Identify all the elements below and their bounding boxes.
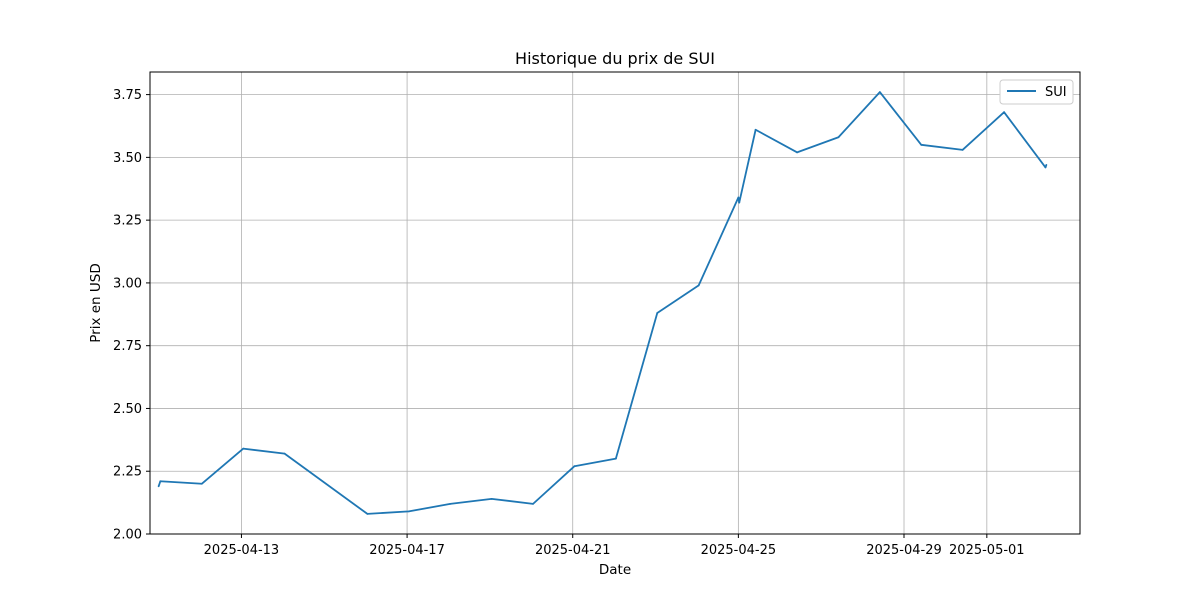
- data-point: [1003, 111, 1005, 114]
- legend-label-sui: SUI: [1045, 85, 1067, 100]
- y-tick-label: 2.75: [113, 339, 142, 354]
- data-point: [366, 513, 369, 515]
- data-point: [159, 480, 162, 483]
- y-tick-label: 3.75: [113, 88, 142, 103]
- y-axis-label: Prix en USD: [88, 263, 104, 342]
- y-tick-label: 2.25: [113, 465, 142, 480]
- data-point: [796, 151, 798, 154]
- data-point: [738, 201, 741, 204]
- plot-frame: [149, 71, 1081, 535]
- data-point: [614, 457, 617, 460]
- data-point: [200, 482, 203, 485]
- y-tick-label: 3.25: [113, 214, 142, 229]
- chart-title: Historique du prix de SUI: [515, 49, 715, 68]
- x-tick-label: 2025-04-21: [535, 543, 611, 558]
- data-point: [920, 143, 923, 146]
- data-point: [737, 196, 740, 199]
- data-point: [449, 502, 452, 505]
- x-tick-label: 2025-05-01: [949, 543, 1025, 558]
- x-tick-label: 2025-04-29: [866, 543, 942, 558]
- data-point: [837, 136, 840, 139]
- x-tick-label: 2025-04-17: [369, 543, 445, 558]
- x-axis-label: Date: [599, 562, 631, 578]
- legend-frame: [999, 79, 1074, 105]
- y-tick-label: 2.00: [113, 528, 142, 543]
- data-point: [1044, 166, 1047, 169]
- x-tick-label: 2025-04-25: [701, 543, 777, 558]
- data-point: [407, 510, 410, 513]
- y-tick-label: 2.50: [113, 402, 142, 417]
- axis-ticks: 2.00 2.25 2.50 2.75 3.00 3.25 3.50 3.75 2025-04-…: [113, 88, 1025, 558]
- y-tick-label: 3.00: [113, 276, 142, 291]
- data-point: [157, 485, 160, 488]
- data-point: [656, 312, 659, 314]
- data-point: [573, 465, 576, 468]
- data-point: [697, 284, 700, 287]
- series-layer: [157, 91, 1048, 515]
- data-point: [532, 502, 534, 505]
- legend: SUI: [999, 79, 1074, 105]
- x-tick-label: 2025-04-13: [204, 543, 280, 558]
- data-point: [490, 497, 493, 500]
- grid: [150, 72, 1080, 535]
- data-point: [878, 91, 881, 93]
- data-point: [283, 452, 286, 455]
- data-point: [754, 128, 757, 131]
- data-point: [242, 447, 245, 450]
- data-point: [961, 148, 964, 151]
- data-point: [1045, 164, 1048, 166]
- y-tick-label: 3.50: [113, 151, 142, 166]
